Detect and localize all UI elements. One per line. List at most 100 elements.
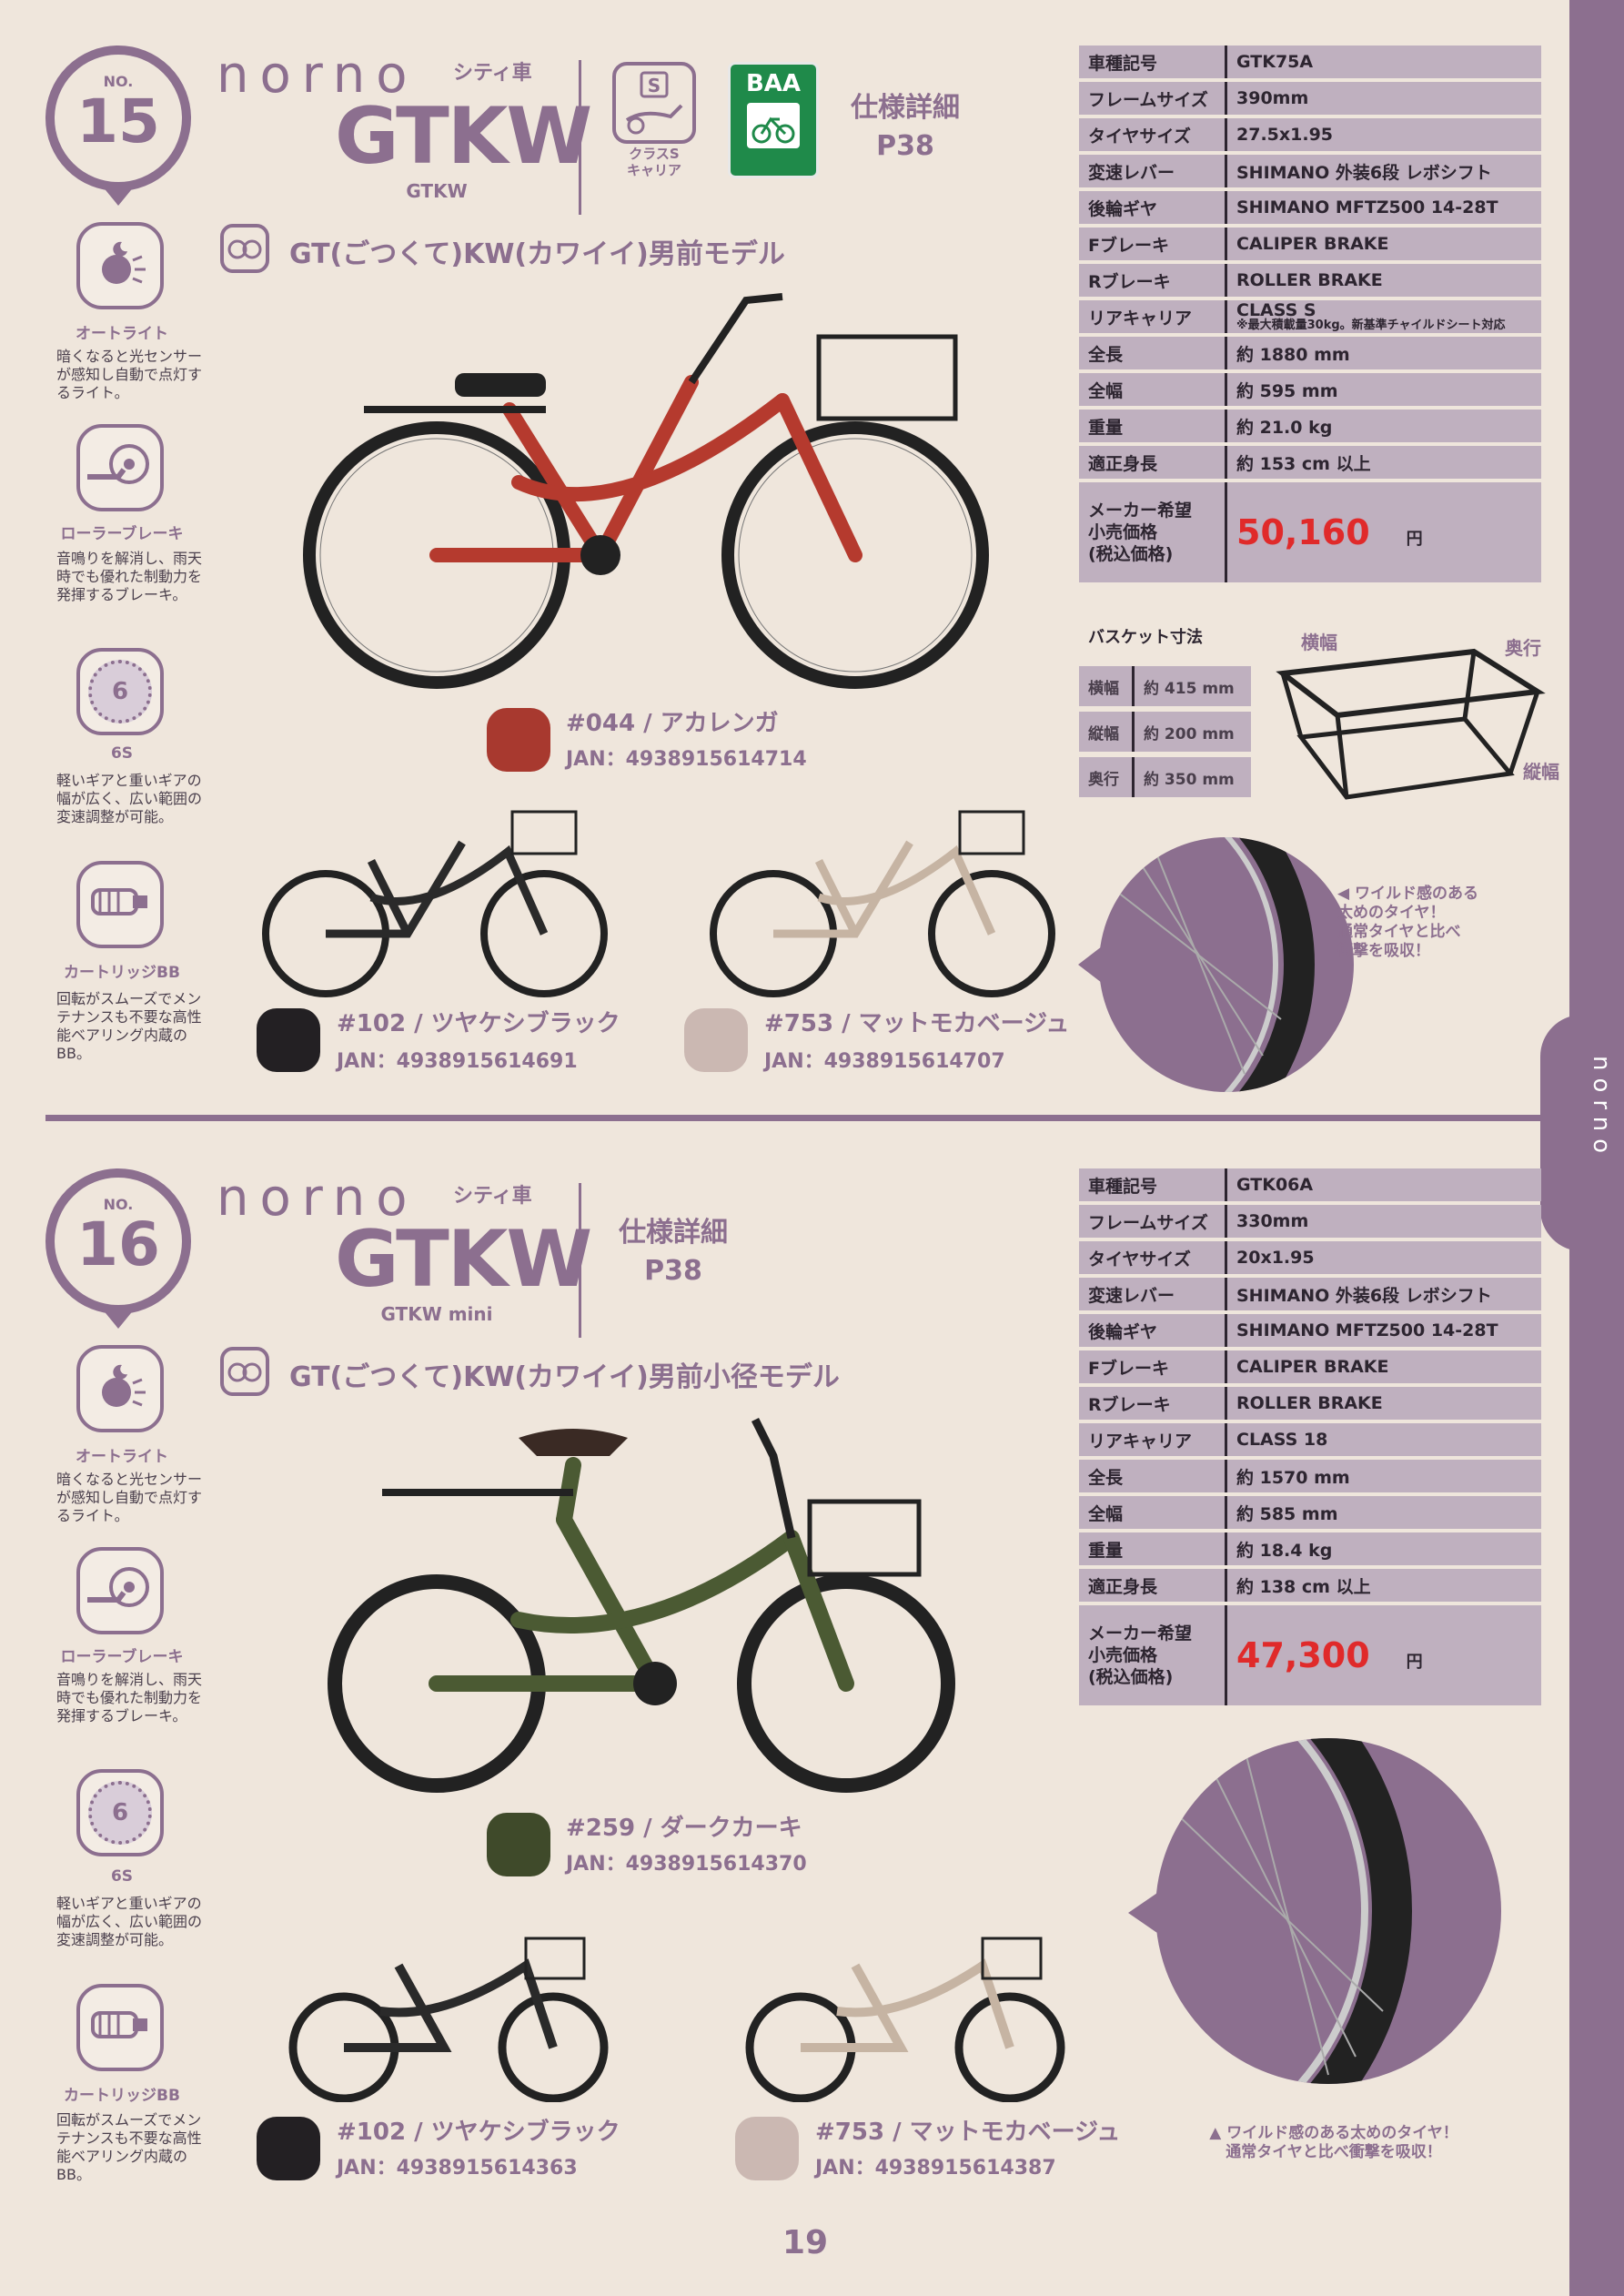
spec-ref: 仕様詳細 P38 (837, 89, 973, 166)
spec-label: リアキャリア (1079, 1423, 1227, 1456)
color-name: #102 / ツヤケシブラック (337, 1010, 620, 1037)
feature-roller-brake (76, 1547, 164, 1634)
cartridge-bb-icon (76, 1984, 164, 2071)
color-jan: JAN：4938915614691 (337, 1050, 578, 1073)
price-cell: 47,300 円 (1227, 1605, 1541, 1705)
spec-row: 変速レバー SHIMANO 外装6段 レボシフト (1079, 1278, 1541, 1310)
feature-title: 6S (110, 744, 134, 763)
bicycle-main-image (273, 273, 1019, 701)
price-value: 47,300 (1236, 1635, 1370, 1675)
price-value: 50,160 (1236, 512, 1370, 552)
spec-label: 変速レバー (1079, 155, 1227, 187)
page-number: 19 (782, 2224, 829, 2261)
basket-dim-label: 横幅 (1079, 666, 1135, 706)
color-jan: JAN：4938915614387 (815, 2157, 1056, 2180)
spec-row: フレームサイズ 390mm (1079, 82, 1541, 115)
spec-row: 後輪ギヤ SHIMANO MFTZ500 14-28T (1079, 1314, 1541, 1347)
model-name: GTKW (335, 91, 592, 182)
bicycle-variant-image (719, 1884, 1101, 2103)
spec-row: 全長約 1570 mm (1079, 1460, 1541, 1492)
feature-six-speed: 6 (76, 1769, 164, 1856)
spec-value: CLASS 18 (1227, 1423, 1541, 1456)
spec-row: 全長約 1880 mm (1079, 337, 1541, 369)
feature-auto-light (76, 1345, 164, 1432)
class-s-carrier-icon: S (612, 62, 696, 144)
spec-label: 後輪ギヤ (1079, 191, 1227, 224)
basket-dim-value: 約 415 mm (1135, 666, 1251, 706)
feature-title: ローラーブレーキ (60, 1648, 184, 1666)
spec-value: 27.5x1.95 (1227, 118, 1541, 151)
color-name: #102 / ツヤケシブラック (337, 2119, 620, 2146)
auto-light-icon (76, 222, 164, 309)
spec-value: ROLLER BRAKE (1227, 264, 1541, 297)
spec-ref-page: P38 (876, 130, 934, 162)
spec-row: 全幅約 585 mm (1079, 1496, 1541, 1529)
spec-ref-line1: 仕様詳細 (619, 1217, 728, 1249)
color-jan: JAN：4938915614707 (764, 1050, 1005, 1073)
badge-no-label: NO. (103, 73, 134, 90)
basket-dim-label: 縦幅 (1079, 712, 1135, 752)
color-swatch (487, 1813, 550, 1876)
price-label: メーカー希望 小売価格 (税込価格) (1079, 1605, 1227, 1705)
spec-value: SHIMANO 外装6段 レボシフト (1227, 1278, 1541, 1310)
six-speed-number: 6 (88, 660, 152, 723)
feature-desc: 音鳴りを解消し、雨天時でも優れた制動力を発揮するブレーキ。 (56, 550, 203, 603)
header-divider (579, 60, 581, 215)
six-speed-icon: 6 (76, 1769, 164, 1856)
spec-value-main: CLASS S (1236, 299, 1316, 320)
feature-desc: 軽いギアと重いギアの幅が広く、広い範囲の変速調整が可能。 (56, 1895, 203, 1948)
brand-logo: norno (217, 1168, 419, 1228)
badge-tip (102, 1309, 135, 1329)
spec-row: 車種記号 GTK06A (1079, 1168, 1541, 1201)
basket-dim-value: 約 350 mm (1135, 757, 1251, 797)
bicycle-variant-image (691, 779, 1083, 997)
product-number-badge: NO. 16 (45, 1168, 191, 1329)
color-name: #259 / ダークカーキ (566, 1815, 802, 1842)
spec-label: 全幅 (1079, 373, 1227, 406)
feature-cartridge-bb (76, 861, 164, 948)
spec-ref-page: P38 (644, 1255, 702, 1287)
roller-brake-icon (76, 1547, 164, 1634)
spec-value: 約 595 mm (1227, 373, 1541, 406)
spec-table: 車種記号 GTK06A フレームサイズ 330mm タイヤサイズ 20x1.95 変速レバー… (1079, 1165, 1541, 1709)
tire-note: ◀ ワイルド感のある 太めのタイヤ！ 通常タイヤと比べ 衝撃を吸収！ (1337, 885, 1478, 960)
badge-number: 16 (76, 1209, 160, 1279)
feature-desc: 軽いギアと重いギアの幅が広く、広い範囲の変速調整が可能。 (56, 772, 203, 825)
spec-value: 約 1880 mm (1227, 337, 1541, 369)
spec-label: 適正身長 (1079, 1569, 1227, 1602)
auto-light-icon (76, 1345, 164, 1432)
badge-no-label: NO. (103, 1196, 134, 1213)
six-speed-number: 6 (88, 1781, 152, 1845)
bicycle-main-image (300, 1401, 992, 1811)
spec-label: フレームサイズ (1079, 1205, 1227, 1238)
spec-value: SHIMANO 外装6段 レボシフト (1227, 155, 1541, 187)
color-jan: JAN：4938915614363 (337, 2157, 578, 2180)
feature-six-speed: 6 (76, 648, 164, 735)
spec-value: 約 21.0 kg (1227, 410, 1541, 442)
spec-label: 重量 (1079, 1532, 1227, 1565)
price-label: メーカー希望 小売価格 (税込価格) (1079, 482, 1227, 582)
model-subname: GTKW (406, 180, 468, 202)
feature-desc: 音鳴りを解消し、雨天時でも優れた制動力を発揮するブレーキ。 (56, 1671, 203, 1725)
cartridge-bb-icon (76, 861, 164, 948)
tire-note: ▲ ワイルド感のある太めのタイヤ！ 通常タイヤと比べ衝撃を吸収！ (1209, 2124, 1458, 2161)
color-swatch (684, 1008, 748, 1072)
color-name: #753 / マットモカベージュ (815, 2119, 1121, 2146)
spec-label: 重量 (1079, 410, 1227, 442)
tire-callout-pointer (1078, 946, 1102, 983)
feature-title: カートリッジBB (64, 2087, 180, 2105)
basket-dimensions-table: 横幅約 415 mm 縦幅約 200 mm 奥行約 350 mm (1079, 661, 1251, 803)
baa-bicycle-icon (747, 103, 800, 148)
spec-label: タイヤサイズ (1079, 1241, 1227, 1274)
baa-mark: BAA (728, 62, 819, 178)
spec-value: CALIPER BRAKE (1227, 228, 1541, 260)
side-tab-label: norno (1588, 1056, 1615, 1161)
spec-label: Fブレーキ (1079, 228, 1227, 260)
spec-label: リアキャリア (1079, 300, 1227, 333)
feature-title: オートライト (76, 325, 168, 343)
bicycle-variant-image (244, 779, 635, 997)
color-swatch (487, 708, 550, 772)
spec-value: 約 153 cm 以上 (1227, 446, 1541, 479)
spec-label: Rブレーキ (1079, 1387, 1227, 1420)
feature-desc: 回転がスムーズでメンテナンスも不要な高性能ベアリング内蔵のBB。 (56, 2111, 202, 2183)
